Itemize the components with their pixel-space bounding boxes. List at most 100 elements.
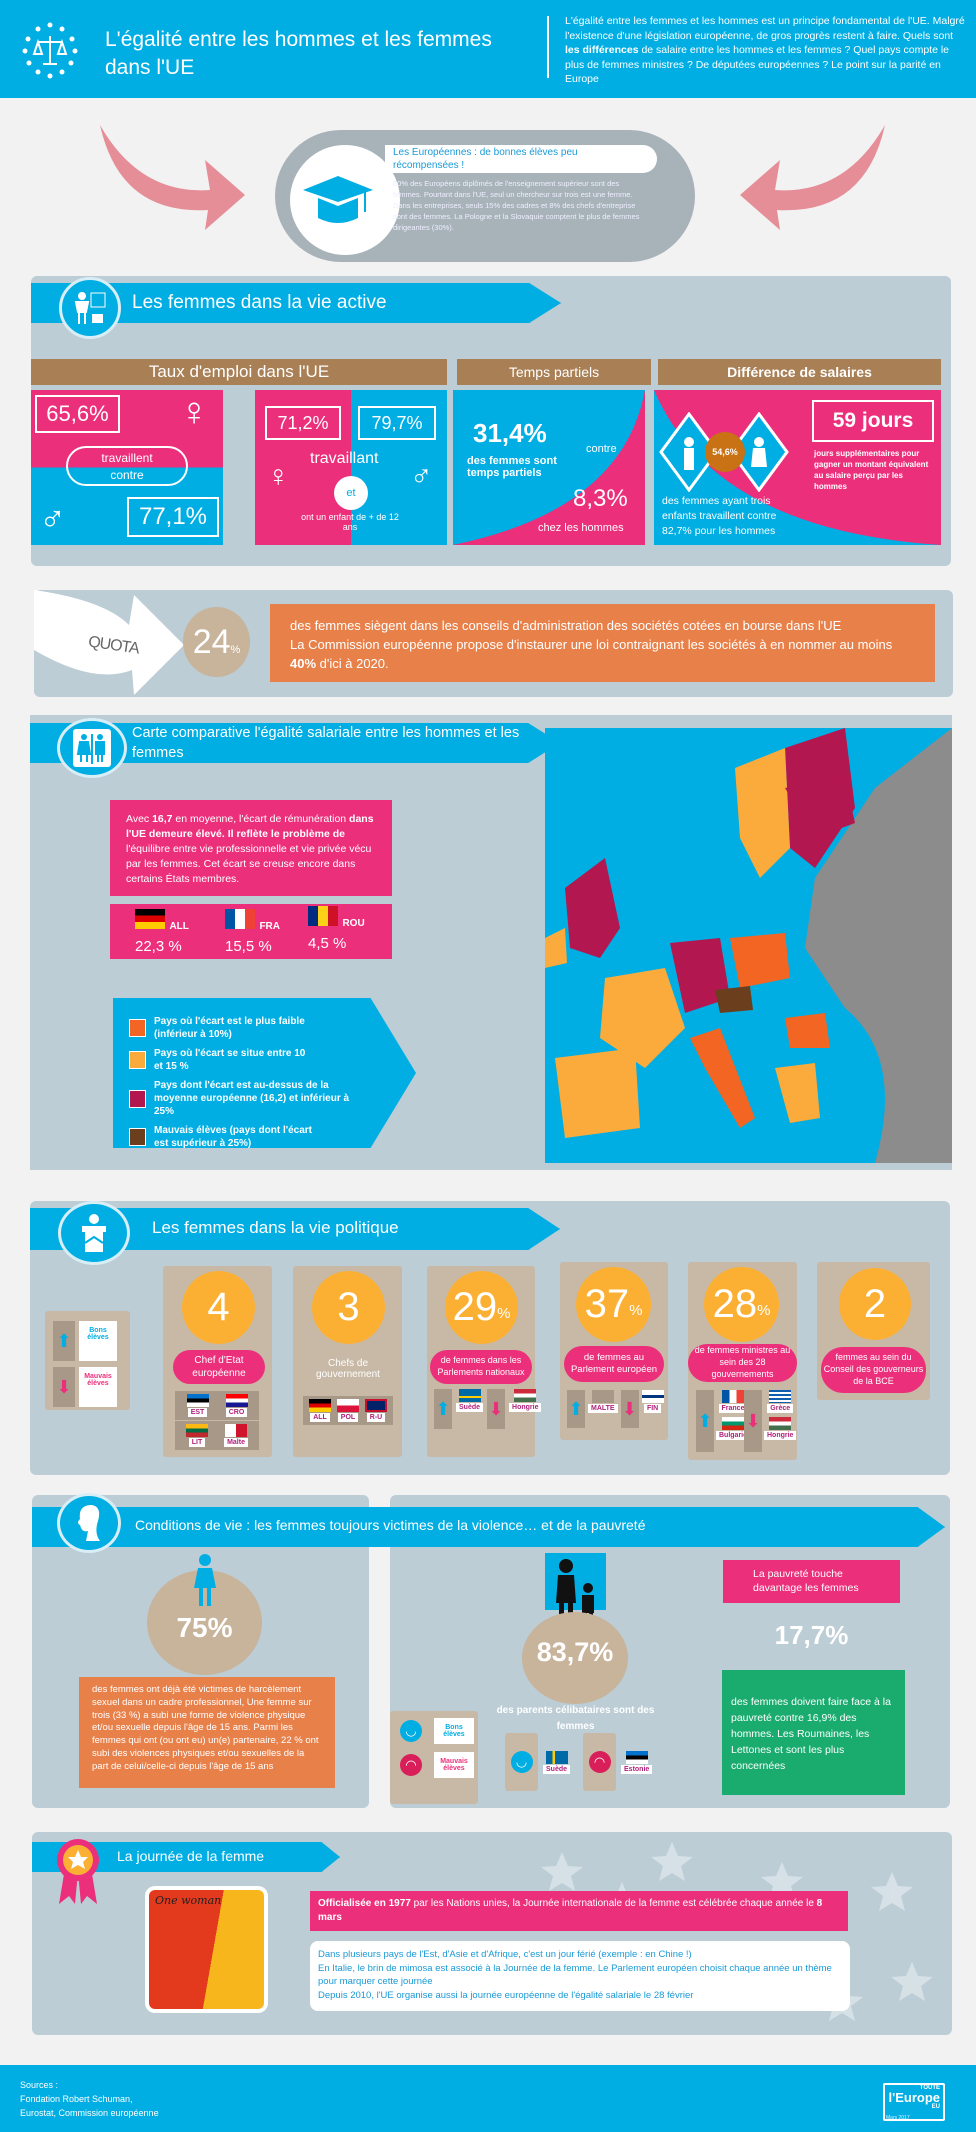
- flag-Malte: Malte: [224, 1424, 248, 1447]
- legend-swatch: [129, 1051, 146, 1069]
- arrow-up-icon: ⬆: [53, 1321, 75, 1361]
- poverty-value: 17,7%: [774, 1620, 849, 1650]
- conditions-title: Conditions de vie : les femmes toujours …: [135, 1517, 646, 1533]
- salaire-pct: 54,6%: [705, 432, 745, 472]
- hungary-flag-icon: [769, 1417, 792, 1430]
- good-label: Bons élèves: [434, 1718, 474, 1744]
- estonia-flag-icon: [625, 1750, 648, 1764]
- stat-circle: 4: [182, 1271, 255, 1344]
- estonia-flag-icon: [186, 1394, 209, 1407]
- flag-POL: POL: [337, 1399, 359, 1422]
- text: La Commission européenne propose d'insta…: [290, 637, 893, 652]
- emploi-box-2: 71,2% 79,7% travaillant ♀ ♂ et ont un en…: [255, 390, 447, 545]
- works-label: travaillent: [101, 451, 153, 465]
- flag-label: Bulgarie: [716, 1431, 751, 1440]
- arrow-up-icon: ⬆: [696, 1390, 714, 1452]
- right-arrow-icon: [740, 125, 885, 230]
- text-bold: Officialisée en 1977: [318, 1898, 411, 1909]
- intro-title: Les Européennes : de bonnes élèves peu r…: [393, 147, 578, 171]
- flag-Suede: Suède: [456, 1389, 484, 1429]
- legend-label: Pays dont l'écart est au-dessus de la mo…: [154, 1080, 350, 1117]
- flag-CRO: CRO: [225, 1394, 248, 1417]
- award-ribbon-icon: [57, 1839, 99, 1904]
- intro-icon-circle: [290, 145, 400, 255]
- stat-value: 4: [207, 1285, 230, 1329]
- politics-card-chef-etat: 4 Chef d'Etat européenne EST CRO LIT Malte: [163, 1266, 272, 1457]
- flag-label: Suède: [543, 1764, 571, 1774]
- child-label: ont un enfant de + de 12 ans: [301, 512, 399, 532]
- flag-Hongrie: Hongrie: [764, 1417, 797, 1440]
- flags-row: ALL POL R-U: [303, 1396, 393, 1425]
- flag-France: France: [716, 1390, 750, 1413]
- map-region-east: [805, 728, 952, 1163]
- flag-label: Estonie: [621, 1764, 653, 1774]
- romania-flag-icon: [308, 906, 338, 926]
- quota-circle: 24%: [183, 607, 250, 677]
- violence-text: des femmes ont déjà été victimes de harc…: [79, 1677, 335, 1788]
- uk-flag-icon: [365, 1399, 387, 1412]
- sweden-flag-icon: [458, 1389, 481, 1402]
- footer: Sources : Fondation Robert Schuman, Euro…: [0, 2065, 976, 2132]
- europe-map: [545, 728, 952, 1163]
- parents-good: ◡ Suède ◠ Estonie: [505, 1733, 653, 1791]
- stat-circle: 37%: [576, 1267, 651, 1342]
- stat-value: 2: [863, 1281, 887, 1326]
- bad-box: ◠: [583, 1733, 617, 1791]
- bulgaria-flag-icon: [722, 1417, 744, 1430]
- source-item: Fondation Robert Schuman,: [20, 2094, 133, 2104]
- legend-swatch: [129, 1019, 146, 1037]
- partiel-header: Temps partiels: [457, 359, 651, 385]
- map-region-poland: [730, 933, 790, 988]
- flag-Suede: Suède: [543, 1750, 571, 1774]
- quota-unit: %: [230, 644, 241, 656]
- sweden-flag-icon: [545, 1750, 568, 1764]
- women-partiel: 31,4%: [473, 418, 547, 448]
- flag-FIN: FIN: [641, 1390, 664, 1428]
- country-value: 22,3 %: [135, 938, 182, 955]
- stat-unit: %: [757, 1302, 771, 1319]
- bad-label: Mauvais élèves: [79, 1367, 117, 1407]
- politics-legend: ⬆ Bons élèves ⬇ Mauvais élèves: [45, 1311, 130, 1410]
- stat-label: de femmes ministres au sein des 28 gouve…: [688, 1344, 797, 1382]
- flag-EST: EST: [186, 1394, 209, 1417]
- salaire-pct-label: des femmes ayant trois enfants travaille…: [662, 495, 777, 537]
- quota-line-1: des femmes siègent dans les conseils d'a…: [290, 618, 842, 633]
- header: L'égalité entre les hommes et les femmes…: [0, 0, 976, 98]
- arrow-up-icon: ⬆: [567, 1390, 585, 1428]
- text: en moyenne, l'écart de rémunération: [172, 813, 350, 825]
- germany-flag-icon: [135, 909, 165, 929]
- legend-bad: ◠ Mauvais élèves: [400, 1752, 478, 1778]
- woman-icon: [194, 1554, 216, 1606]
- footer-date: Mars 2017: [886, 2115, 910, 2121]
- stat-circle: 29%: [445, 1271, 518, 1344]
- politics-card-parlements-nationaux: 29% de femmes dans les Parlements nation…: [427, 1266, 542, 1457]
- conditions-banner: [32, 1507, 945, 1547]
- country-ROU: ROU 4,5 %: [308, 906, 365, 952]
- male-icon: ♂: [39, 498, 66, 539]
- emploi-header: Taux d'emploi dans l'UE: [31, 359, 447, 385]
- flags-row: EST CRO: [175, 1391, 259, 1420]
- left-arrow-icon: [100, 125, 245, 230]
- flag-RU: R-U: [365, 1399, 387, 1422]
- good-bad-row: ⬆ Suède ⬇ Hongrie: [434, 1389, 542, 1429]
- travaillant-label: travaillant: [310, 450, 379, 467]
- france-flag-icon: [722, 1390, 744, 1403]
- stat-value: 28: [712, 1282, 758, 1326]
- flag-label: R-U: [366, 1413, 386, 1422]
- map-region-sweden: [735, 748, 790, 878]
- sources-label: Sources :: [20, 2080, 59, 2090]
- women-parent-rate: 71,2%: [265, 406, 341, 440]
- map-region-germany: [670, 938, 730, 1013]
- country-value: 4,5 %: [308, 935, 347, 952]
- stat-circle: 3: [312, 1271, 385, 1344]
- arrow-down-icon: ⬇: [53, 1367, 75, 1407]
- salaire-curve: [654, 390, 941, 545]
- arrow-up-icon: ⬆: [434, 1389, 452, 1429]
- france-flag-icon: [225, 909, 255, 929]
- stat-label: femmes au sein du Conseil des gouverneur…: [821, 1347, 926, 1393]
- legend-bad: ⬇ Mauvais élèves: [53, 1367, 122, 1407]
- arrow-down-icon: ⬇: [620, 1390, 639, 1428]
- flag-LIT: LIT: [186, 1424, 209, 1447]
- text: d'ici à 2020.: [316, 656, 389, 671]
- quota-line-2: La Commission européenne propose d'insta…: [290, 635, 915, 673]
